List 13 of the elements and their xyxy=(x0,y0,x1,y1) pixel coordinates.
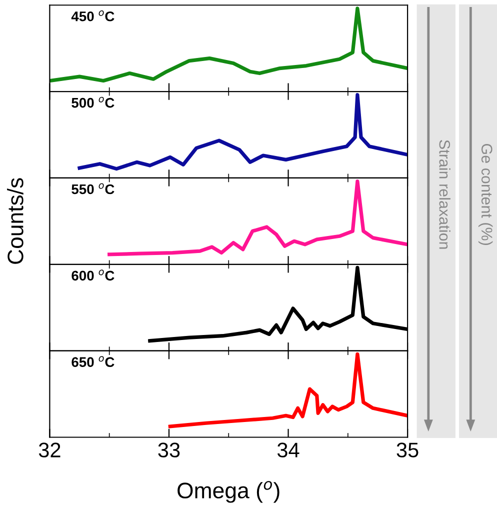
x-tick-label: 35 xyxy=(396,442,418,458)
annotation: 600 $^{o}$C xyxy=(72,270,114,281)
annotation: 500 $^{o}$C xyxy=(72,96,114,108)
y-axis-title: Counts/s xyxy=(7,178,24,264)
x-tick-label: 32 xyxy=(38,442,60,458)
x-axis-title: Omega ($^{o}$) xyxy=(178,480,280,503)
x-tick-label: 34 xyxy=(277,442,300,458)
text: Strain relaxation xyxy=(439,140,450,249)
annotation: 650 $^{o}$C xyxy=(72,356,114,367)
annotation: 550 $^{o}$C xyxy=(72,183,114,194)
annotation: 450 $^{o}$C xyxy=(71,10,114,22)
text: Ge content (%) xyxy=(478,144,493,245)
x-tick-label: 33 xyxy=(158,442,180,458)
